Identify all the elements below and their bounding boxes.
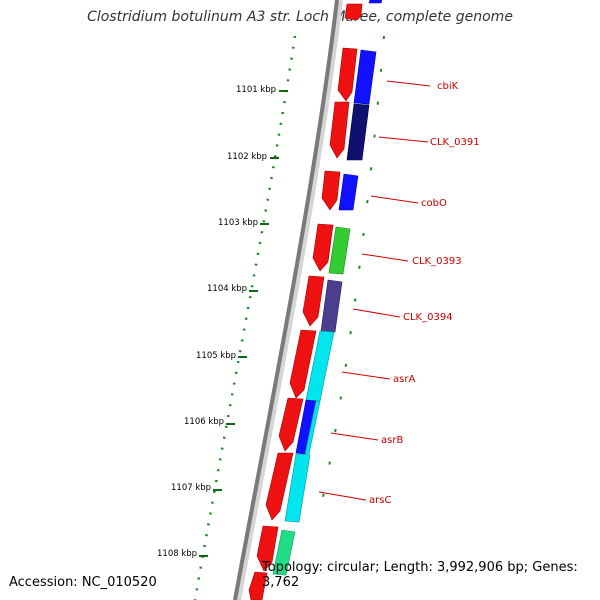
red-gene-4[interactable] — [312, 223, 334, 272]
outer-strand-genes — [272, 0, 383, 576]
red-gene-1[interactable] — [337, 47, 358, 102]
gene-CLK_0393[interactable] — [328, 226, 351, 275]
red-gene-0[interactable] — [344, 3, 363, 21]
tick-label-1102: 1102 kbp — [227, 152, 267, 162]
gene-cbiK[interactable] — [353, 49, 377, 105]
gene-label-asrB[interactable]: asrB — [381, 435, 403, 446]
gene-arsC[interactable] — [284, 453, 311, 523]
tick-label-1101: 1101 kbp — [236, 85, 276, 95]
gene-label-CLK_0393[interactable]: CLK_0393 — [412, 256, 462, 267]
gene-label-arsC[interactable]: arsC — [369, 495, 391, 506]
red-gene-7[interactable] — [278, 397, 304, 452]
gene-label-CLK_0391[interactable]: CLK_0391 — [430, 137, 480, 148]
red-gene-3[interactable] — [321, 170, 341, 211]
gene-next[interactable] — [272, 529, 296, 576]
tick-marks — [199, 90, 288, 557]
gene-cobO[interactable] — [338, 173, 359, 211]
tick-label-1106: 1106 kbp — [184, 417, 224, 427]
tick-label-1103: 1103 kbp — [218, 218, 258, 228]
genome-backbone — [233, 0, 339, 600]
label-leaders — [318, 80, 431, 501]
red-gene-2[interactable] — [329, 101, 350, 159]
tick-label-1107: 1107 kbp — [171, 483, 211, 493]
tick-label-1104: 1104 kbp — [207, 284, 247, 294]
topology-text: Topology: circular; Length: 3,992,906 bp… — [262, 560, 578, 590]
red-gene-8[interactable] — [265, 452, 294, 521]
gene-CLK_0391[interactable] — [346, 103, 370, 161]
accession-text: Accession: NC_010520 — [9, 575, 157, 590]
gene-asrB-right[interactable] — [304, 400, 321, 455]
forward-strand-genes — [248, 3, 363, 600]
gene-label-CLK_0394[interactable]: CLK_0394 — [403, 312, 453, 323]
red-gene-10[interactable] — [248, 571, 268, 600]
red-gene-5[interactable] — [302, 275, 325, 327]
gene-label-cbiK[interactable]: cbiK — [437, 81, 459, 92]
dotted-track — [193, 35, 297, 600]
gene-CLK_0394[interactable] — [320, 279, 343, 333]
gene-label-cobO[interactable]: cobO — [421, 198, 447, 209]
tick-label-1108: 1108 kbp — [157, 549, 197, 559]
red-gene-9[interactable] — [256, 525, 279, 572]
gene-label-asrA[interactable]: asrA — [393, 374, 415, 385]
gene-top-partial[interactable] — [368, 0, 383, 4]
genome-title: Clostridium botulinum A3 str. Loch Maree… — [87, 9, 513, 25]
tick-label-1105: 1105 kbp — [196, 351, 236, 361]
red-gene-6[interactable] — [289, 329, 317, 399]
